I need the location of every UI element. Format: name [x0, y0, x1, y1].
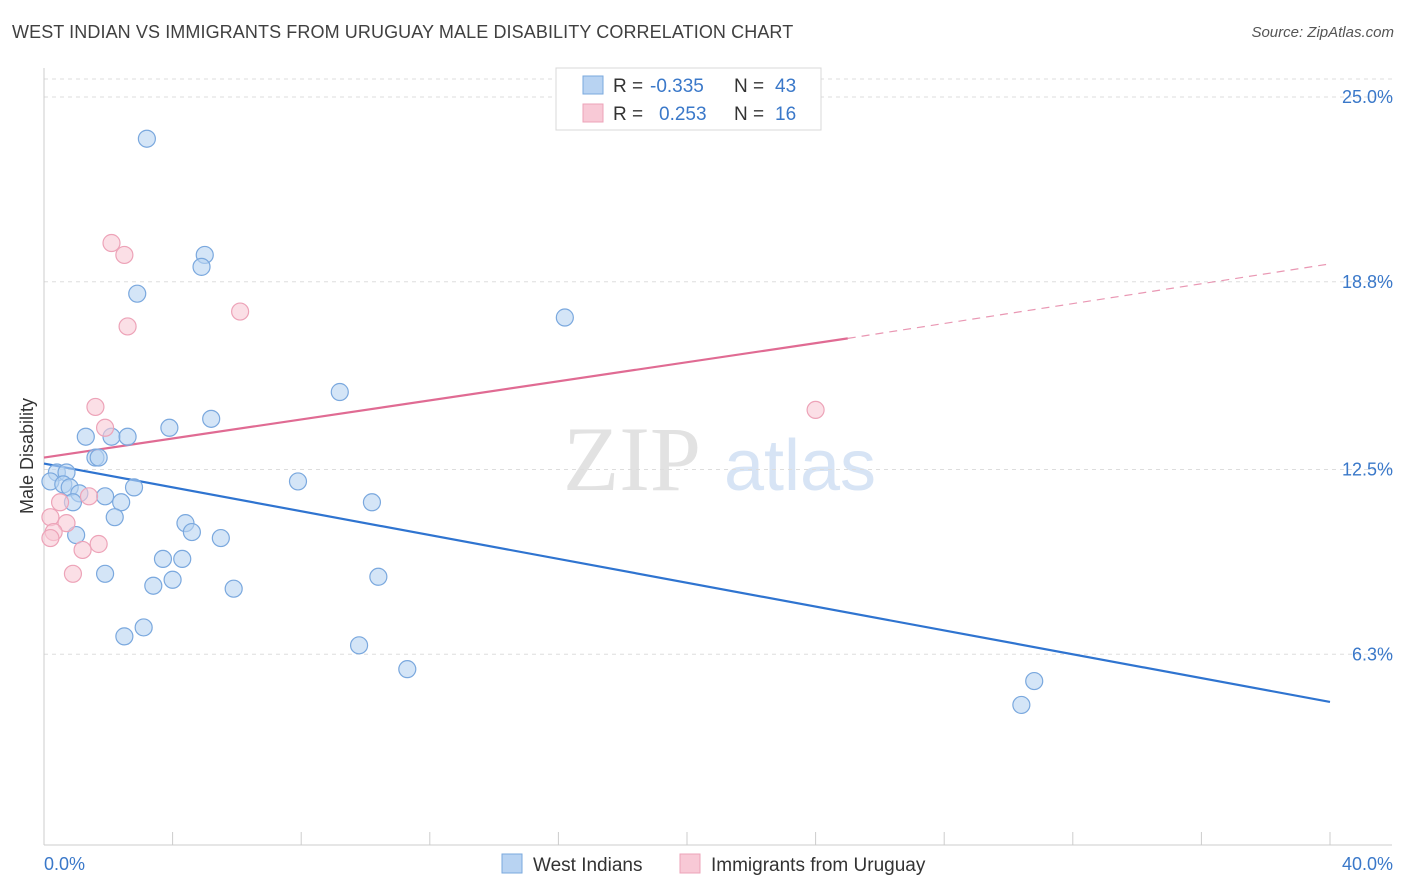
point-west-indians [105, 508, 124, 527]
point-uruguay [50, 493, 70, 512]
point-uruguay [231, 302, 250, 321]
legend-n-value-pink: 16 [775, 104, 796, 125]
point-west-indians [211, 528, 230, 548]
point-uruguay [79, 487, 99, 506]
point-west-indians [95, 487, 115, 506]
point-uruguay [89, 534, 108, 554]
point-west-indians [124, 478, 144, 497]
series-legend-swatch-west-indians [501, 853, 523, 874]
point-uruguay [41, 508, 60, 527]
chart-title: WEST INDIAN VS IMMIGRANTS FROM URUGUAY M… [12, 22, 794, 42]
point-uruguay [57, 514, 76, 533]
legend-swatch-pink [582, 103, 604, 123]
legend-r-label-pink: R = [613, 104, 643, 125]
point-west-indians [349, 636, 369, 655]
point-west-indians [192, 257, 211, 276]
point-west-indians [144, 576, 163, 595]
point-uruguay [63, 564, 83, 583]
legend-r-value-pink: 0.253 [659, 104, 707, 125]
x-tick-label-max: 40.0% [1342, 854, 1393, 874]
point-west-indians [137, 129, 156, 148]
point-uruguay [115, 245, 134, 265]
point-west-indians [163, 570, 182, 589]
point-west-indians [95, 564, 115, 583]
data-points [41, 129, 1044, 715]
point-west-indians [153, 549, 173, 569]
trend-line-extension-uruguay [847, 263, 1331, 339]
series-legend: West Indians Immigrants from Uruguay [501, 853, 926, 876]
y-tick-label: 18.8% [1342, 272, 1393, 292]
y-axis-title: Male Disability [17, 398, 37, 514]
point-west-indians [288, 472, 308, 491]
y-tick-label: 6.3% [1352, 644, 1393, 664]
watermark-zip: ZIP [563, 408, 701, 510]
point-west-indians [76, 427, 95, 446]
point-uruguay [86, 397, 105, 417]
watermark-atlas: atlas [724, 426, 876, 506]
trend-line-west-indians [43, 462, 1331, 704]
series-legend-label-uruguay: Immigrants from Uruguay [711, 855, 926, 876]
point-west-indians [362, 493, 382, 512]
point-uruguay [118, 317, 137, 336]
point-west-indians [115, 627, 134, 646]
point-west-indians [173, 549, 192, 569]
point-west-indians [398, 660, 417, 679]
y-tick-label: 12.5% [1342, 460, 1393, 480]
trend-line-uruguay [43, 337, 848, 459]
stats-legend: R = -0.335 N = 43 R = 0.253 N = 16 [555, 67, 822, 131]
legend-n-label-blue: N = [734, 76, 764, 97]
point-uruguay [73, 540, 92, 560]
point-west-indians [202, 409, 221, 428]
legend-n-value-blue: 43 [775, 76, 796, 97]
legend-r-label-blue: R = [613, 76, 643, 97]
grid-lines [44, 78, 1392, 655]
x-tick-label-min: 0.0% [44, 854, 85, 874]
point-uruguay [806, 400, 825, 419]
point-west-indians [224, 579, 243, 598]
point-uruguay [41, 528, 60, 548]
legend-n-label-pink: N = [734, 104, 764, 125]
point-west-indians [134, 618, 153, 637]
point-west-indians [1012, 695, 1031, 715]
point-west-indians [182, 522, 201, 542]
y-tick-label: 25.0% [1342, 87, 1393, 107]
point-west-indians [555, 308, 574, 327]
point-west-indians [118, 427, 137, 446]
series-legend-label-west-indians: West Indians [533, 855, 642, 876]
point-west-indians [128, 284, 147, 303]
legend-r-value-blue: -0.335 [650, 76, 704, 97]
axes: 6.3% 12.5% 18.8% 25.0% 0.0% 40.0% [43, 68, 1393, 874]
point-uruguay [95, 418, 115, 437]
point-west-indians [330, 382, 349, 402]
point-west-indians [89, 448, 108, 467]
point-west-indians [1025, 671, 1044, 691]
series-legend-swatch-uruguay [679, 853, 701, 874]
point-uruguay [102, 233, 121, 253]
trend-lines [43, 263, 1331, 704]
source-credit: Source: ZipAtlas.com [1251, 24, 1394, 41]
point-west-indians [160, 418, 179, 437]
point-west-indians [369, 567, 388, 586]
legend-swatch-blue [582, 75, 604, 95]
